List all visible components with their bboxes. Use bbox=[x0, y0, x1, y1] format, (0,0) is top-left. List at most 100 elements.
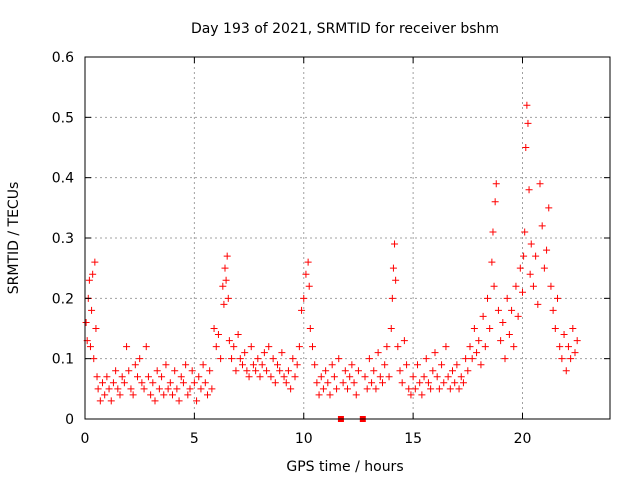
y-tick-label: 0.2 bbox=[52, 291, 74, 307]
y-tick-label: 0.3 bbox=[52, 231, 74, 247]
data-point bbox=[389, 264, 397, 272]
data-point bbox=[295, 343, 303, 351]
data-point bbox=[435, 385, 443, 393]
data-point bbox=[267, 373, 275, 381]
data-point bbox=[569, 325, 577, 332]
data-point bbox=[228, 355, 236, 363]
data-point bbox=[346, 373, 354, 381]
data-point bbox=[252, 367, 260, 375]
data-point bbox=[431, 349, 439, 357]
data-point bbox=[396, 367, 404, 375]
data-point bbox=[280, 373, 288, 381]
y-tick-label: 0 bbox=[65, 412, 74, 428]
data-point bbox=[520, 252, 528, 260]
data-point bbox=[223, 252, 231, 260]
data-point bbox=[99, 379, 106, 387]
data-point bbox=[144, 373, 152, 381]
y-axis-label: SRMTID / TECUs bbox=[6, 182, 22, 295]
data-point bbox=[376, 373, 384, 381]
data-point bbox=[256, 373, 264, 381]
data-point bbox=[551, 325, 559, 332]
data-point bbox=[276, 367, 284, 375]
data-point bbox=[204, 391, 211, 399]
data-point bbox=[459, 379, 467, 387]
data-point bbox=[175, 397, 183, 405]
data-point bbox=[239, 361, 246, 369]
data-point bbox=[291, 373, 299, 381]
data-point bbox=[475, 337, 483, 345]
data-point bbox=[260, 349, 268, 357]
data-point bbox=[354, 367, 362, 375]
data-point bbox=[573, 337, 581, 345]
data-point bbox=[403, 361, 411, 369]
x-tick-labels: 0 5 10 15 20 bbox=[81, 431, 532, 447]
data-point bbox=[514, 312, 522, 320]
data-point bbox=[365, 355, 373, 363]
data-point bbox=[409, 373, 417, 381]
data-point bbox=[524, 119, 532, 127]
data-point bbox=[527, 240, 535, 248]
data-point bbox=[400, 337, 408, 345]
data-point bbox=[147, 391, 155, 399]
data-point bbox=[455, 385, 463, 393]
data-point bbox=[186, 385, 194, 393]
data-point bbox=[510, 343, 518, 351]
data-point bbox=[162, 361, 170, 369]
data-point bbox=[348, 361, 356, 369]
data-point bbox=[335, 355, 343, 363]
x-axis-label: GPS time / hours bbox=[286, 459, 403, 475]
data-point bbox=[173, 385, 181, 393]
data-point bbox=[558, 355, 566, 363]
data-point bbox=[422, 355, 430, 363]
data-point bbox=[547, 282, 555, 290]
data-point bbox=[525, 186, 533, 194]
data-point bbox=[433, 373, 441, 381]
data-point bbox=[89, 270, 97, 278]
data-point bbox=[208, 385, 216, 393]
data-points bbox=[82, 101, 581, 405]
data-point bbox=[158, 373, 166, 381]
data-point bbox=[217, 355, 225, 363]
data-point bbox=[94, 385, 102, 393]
data-point bbox=[405, 385, 413, 393]
data-point bbox=[505, 331, 513, 339]
data-point bbox=[142, 343, 150, 351]
x-tick-label: 0 bbox=[81, 431, 90, 447]
data-point bbox=[118, 373, 126, 381]
data-point bbox=[462, 355, 470, 363]
data-point bbox=[556, 343, 564, 351]
data-point bbox=[263, 367, 271, 375]
data-point bbox=[508, 306, 516, 314]
data-point bbox=[302, 270, 310, 278]
data-point bbox=[457, 373, 465, 381]
data-point bbox=[274, 361, 281, 369]
data-point bbox=[464, 367, 472, 375]
data-point bbox=[444, 373, 452, 381]
data-point bbox=[306, 325, 314, 332]
data-point bbox=[222, 276, 230, 284]
data-point bbox=[438, 361, 446, 369]
data-point bbox=[149, 379, 157, 387]
data-point bbox=[398, 379, 406, 387]
data-point bbox=[521, 228, 529, 236]
data-point bbox=[88, 306, 96, 314]
data-point bbox=[249, 361, 257, 369]
data-point bbox=[293, 361, 301, 369]
data-point bbox=[350, 379, 358, 387]
data-point bbox=[326, 391, 334, 399]
data-point bbox=[352, 391, 360, 399]
data-point bbox=[571, 349, 579, 357]
data-point bbox=[123, 343, 131, 351]
data-point bbox=[188, 367, 196, 375]
data-point bbox=[114, 385, 122, 393]
data-point bbox=[414, 361, 421, 369]
axis-ticks bbox=[84, 56, 610, 420]
data-point bbox=[206, 367, 214, 375]
data-point bbox=[387, 325, 395, 332]
y-tick-label: 0.1 bbox=[52, 352, 74, 368]
data-point bbox=[477, 361, 485, 369]
data-point bbox=[383, 343, 391, 351]
data-point bbox=[311, 361, 319, 369]
data-point bbox=[407, 391, 415, 399]
data-point bbox=[344, 385, 351, 393]
